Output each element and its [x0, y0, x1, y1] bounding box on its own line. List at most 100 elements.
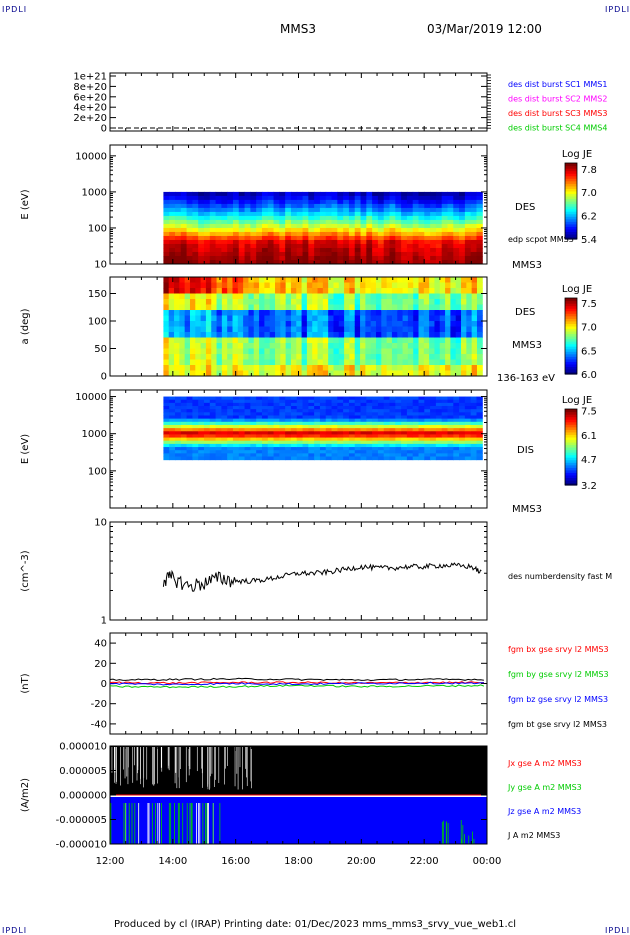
dis-energy-cell: [459, 424, 466, 429]
des-energy-cell: [279, 235, 286, 241]
des-pitch-cell: [216, 288, 223, 294]
fgm-legend-entry: fgm bx gse srvy l2 MMS3: [508, 645, 609, 654]
dis-energy-cell: [169, 402, 176, 407]
dis-energy-cell: [401, 434, 408, 439]
des-pitch-cell: [423, 288, 430, 294]
des-energy-cell: [447, 235, 454, 241]
des-pitch-cell: [200, 332, 207, 338]
dis-energy-cell: [232, 412, 240, 416]
dis-energy-cell: [285, 431, 292, 435]
dis-energy-cell: [319, 456, 327, 461]
dis-energy-cell: [238, 418, 246, 423]
des-energy-cell: [453, 235, 460, 241]
dis-energy-cell: [343, 399, 350, 404]
des-energy-cell: [470, 235, 477, 241]
des-pitch-cell: [184, 304, 191, 311]
dis-energy-cell: [459, 421, 466, 426]
des-pitch-cell: [413, 315, 420, 322]
dis-energy-cell: [319, 396, 327, 401]
des-energy-cell: [192, 227, 199, 233]
dis-energy-cell: [470, 406, 477, 410]
des-energy-cell: [354, 207, 362, 213]
dis-energy-cell: [383, 406, 391, 410]
des-pitch-cell: [275, 288, 281, 294]
des-energy-cell: [435, 223, 443, 229]
des-pitch-cell: [205, 304, 212, 311]
des-pitch-cell: [429, 326, 435, 333]
des-energy-cell: [238, 195, 246, 201]
dis-energy-cell: [192, 456, 199, 461]
des-pitch-cell: [248, 359, 255, 366]
dis-energy-cell: [261, 431, 269, 435]
des-energy-cell: [377, 259, 385, 265]
dis-energy-cell: [215, 456, 222, 461]
des-pitch-cell: [205, 343, 212, 349]
dis-energy-cell: [464, 443, 472, 448]
dis-energy-cell: [175, 434, 182, 439]
des-energy-cell: [285, 235, 292, 241]
des-energy-cell: [366, 235, 373, 241]
dis-energy-cell: [186, 406, 193, 410]
des-energy-cell: [430, 211, 437, 217]
des-pitch-cell: [264, 365, 271, 371]
des-energy-cell: [232, 203, 240, 209]
des-pitch-cell: [184, 288, 191, 294]
des-pitch-cell: [317, 343, 324, 349]
des-energy-cell: [337, 211, 344, 217]
dis-energy-cell: [470, 415, 477, 420]
dis-energy-cell: [401, 424, 408, 429]
des-energy-cell: [238, 203, 246, 209]
dis-energy-cell: [244, 456, 251, 461]
des-pitch-cell: [423, 354, 430, 360]
dis-energy-cell: [348, 431, 356, 435]
des-pitch-cell: [253, 354, 260, 360]
des-pitch-cbar-cell: [565, 305, 577, 309]
des-pitch-cell: [360, 332, 366, 338]
des-pitch-cell: [349, 310, 356, 316]
dis-energy-cell: [192, 434, 199, 439]
des-pitch-cell: [269, 304, 276, 311]
des-energy-cell: [377, 243, 385, 249]
des-energy-cell: [395, 251, 402, 257]
dis-energy-cell: [279, 415, 286, 420]
des-energy-cell: [464, 227, 472, 233]
des-energy-cell: [290, 239, 298, 245]
des-pitch-cell: [328, 321, 334, 327]
des-pitch-cell: [232, 359, 239, 366]
des-energy-cell: [395, 195, 402, 201]
des-pitch-cell: [317, 321, 324, 327]
des-pitch-cell: [216, 293, 223, 300]
des-pitch-cell: [439, 326, 446, 333]
dis-energy-cell: [430, 424, 437, 429]
des-pitch-cell: [184, 277, 191, 283]
des-energy-cbar-cell: [565, 228, 577, 232]
dis-energy-cell: [261, 399, 269, 404]
des-energy-cbar-cell: [565, 233, 577, 238]
des-energy-cell: [401, 199, 408, 205]
des-energy-cell: [296, 203, 304, 209]
des-pitch-cell: [360, 370, 366, 377]
des-pitch-cell: [237, 315, 244, 322]
burst-ytick-label: 1e+21: [73, 72, 107, 83]
des-pitch-cell: [455, 310, 462, 316]
des-energy-cell: [180, 219, 188, 225]
dis-energy-cell: [360, 424, 367, 429]
dis-energy-cell: [360, 431, 367, 435]
des-energy-cell: [372, 255, 379, 261]
dis-energy-cell: [366, 431, 373, 435]
des-pitch-cell: [275, 359, 281, 366]
des-energy-cell: [314, 239, 321, 245]
des-energy-cell: [215, 247, 222, 253]
des-energy-cell: [169, 203, 176, 209]
dis-energy-cell: [476, 418, 483, 423]
dis-energy-cell: [296, 421, 304, 426]
des-energy-cell: [203, 219, 211, 225]
des-energy-cell: [459, 215, 466, 221]
dis-energy-cell: [244, 412, 251, 416]
des-energy-cell: [453, 199, 460, 205]
dis-energy-cell: [389, 437, 396, 442]
dis-energy-cell: [337, 456, 344, 461]
des-energy-cell: [302, 243, 309, 249]
dis-energy-cell: [412, 412, 420, 416]
dis-energy-cell: [198, 424, 205, 429]
